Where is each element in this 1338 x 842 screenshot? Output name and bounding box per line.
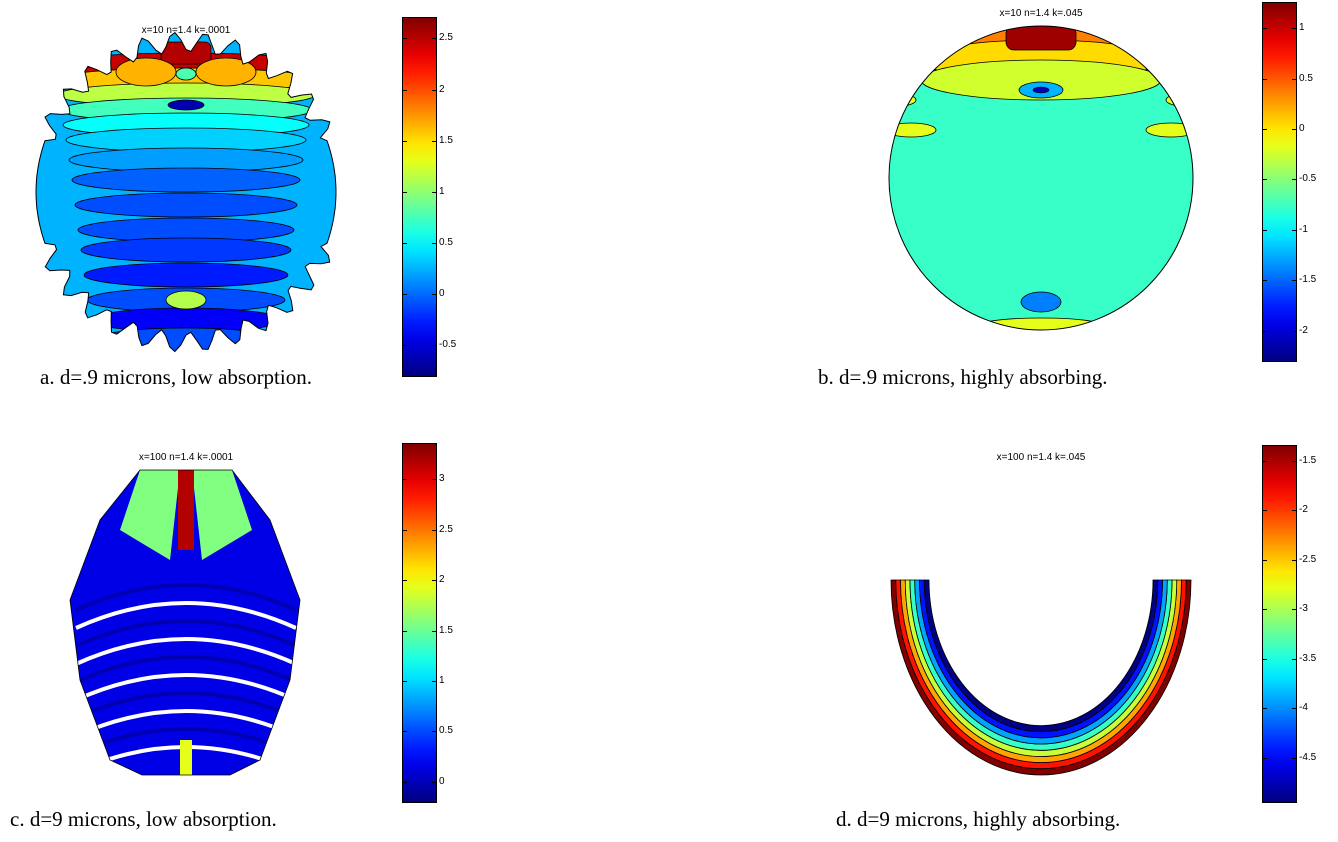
- colorbar-tick-label: -2: [1299, 324, 1308, 336]
- plot-title: x=100 n=1.4 k=.0001: [138, 452, 234, 463]
- colorbar-b: 1 0.5 0 -0.5 -1 -1.5 -2: [1262, 2, 1316, 362]
- colorbar-tick-label: 3: [439, 473, 445, 485]
- caption-b: b. d=.9 microns, highly absorbing.: [818, 365, 1108, 389]
- caption-a: a. d=.9 microns, low absorption.: [40, 365, 312, 389]
- colorbar-a: 2.5 2 1.5 1 0.5 0 -0.5: [402, 17, 456, 377]
- colorbar-tick-label: -4: [1299, 702, 1308, 714]
- colorbar-tick-label: -3.5: [1299, 652, 1317, 664]
- colorbar-tick-label: -1.5: [1299, 454, 1317, 466]
- colorbar-tick-label: -0.5: [439, 339, 457, 351]
- colorbar-tick-label: 2: [439, 574, 445, 586]
- colorbar-tick-label: 0: [1299, 123, 1305, 135]
- caption-d: d. d=9 microns, highly absorbing.: [836, 807, 1121, 831]
- colorbar-tick-label: -1: [1299, 223, 1308, 235]
- caption-c: c. d=9 microns, low absorption.: [10, 807, 277, 831]
- colorbar-tick-label: 2: [439, 83, 445, 95]
- plot-title: x=100 n=1.4 k=.045: [996, 452, 1086, 463]
- colorbar-tick-label: 0.5: [1299, 72, 1313, 84]
- colorbar-tick-label: 2.5: [439, 32, 453, 44]
- colorbar-tick-label: -2.5: [1299, 553, 1317, 565]
- colorbar-d: -1.5 -2 -2.5 -3 -3.5 -4 -4.5: [1262, 445, 1316, 803]
- colorbar-tick-label: 0.5: [439, 725, 453, 737]
- colorbar-tick-label: 1: [439, 185, 445, 197]
- colorbar-tick-label: -0.5: [1299, 173, 1317, 185]
- colorbar-tick-label: -3: [1299, 603, 1308, 615]
- colorbar-tick-label: 1: [1299, 22, 1305, 34]
- colorbar-tick-label: 2.5: [439, 523, 453, 535]
- colorbar-tick-label: 1.5: [439, 624, 453, 636]
- colorbar-tick-label: -2: [1299, 504, 1308, 516]
- colorbar-c: 3 2.5 2 1.5 1 0.5 0: [402, 443, 453, 803]
- colorbar-tick-label: 0.5: [439, 237, 453, 249]
- colorbar-tick-label: 0: [439, 775, 445, 787]
- colorbar-tick-label: 0: [439, 288, 445, 300]
- colorbar-tick-label: -1.5: [1299, 274, 1317, 286]
- colorbar-tick-label: -4.5: [1299, 751, 1317, 763]
- colorbar-tick-label: 1: [439, 674, 445, 686]
- colorbar-tick-label: 1.5: [439, 134, 453, 146]
- plot-title: x=10 n=1.4 k=.0001: [141, 25, 231, 36]
- plot-title: x=10 n=1.4 k=.045: [999, 8, 1083, 19]
